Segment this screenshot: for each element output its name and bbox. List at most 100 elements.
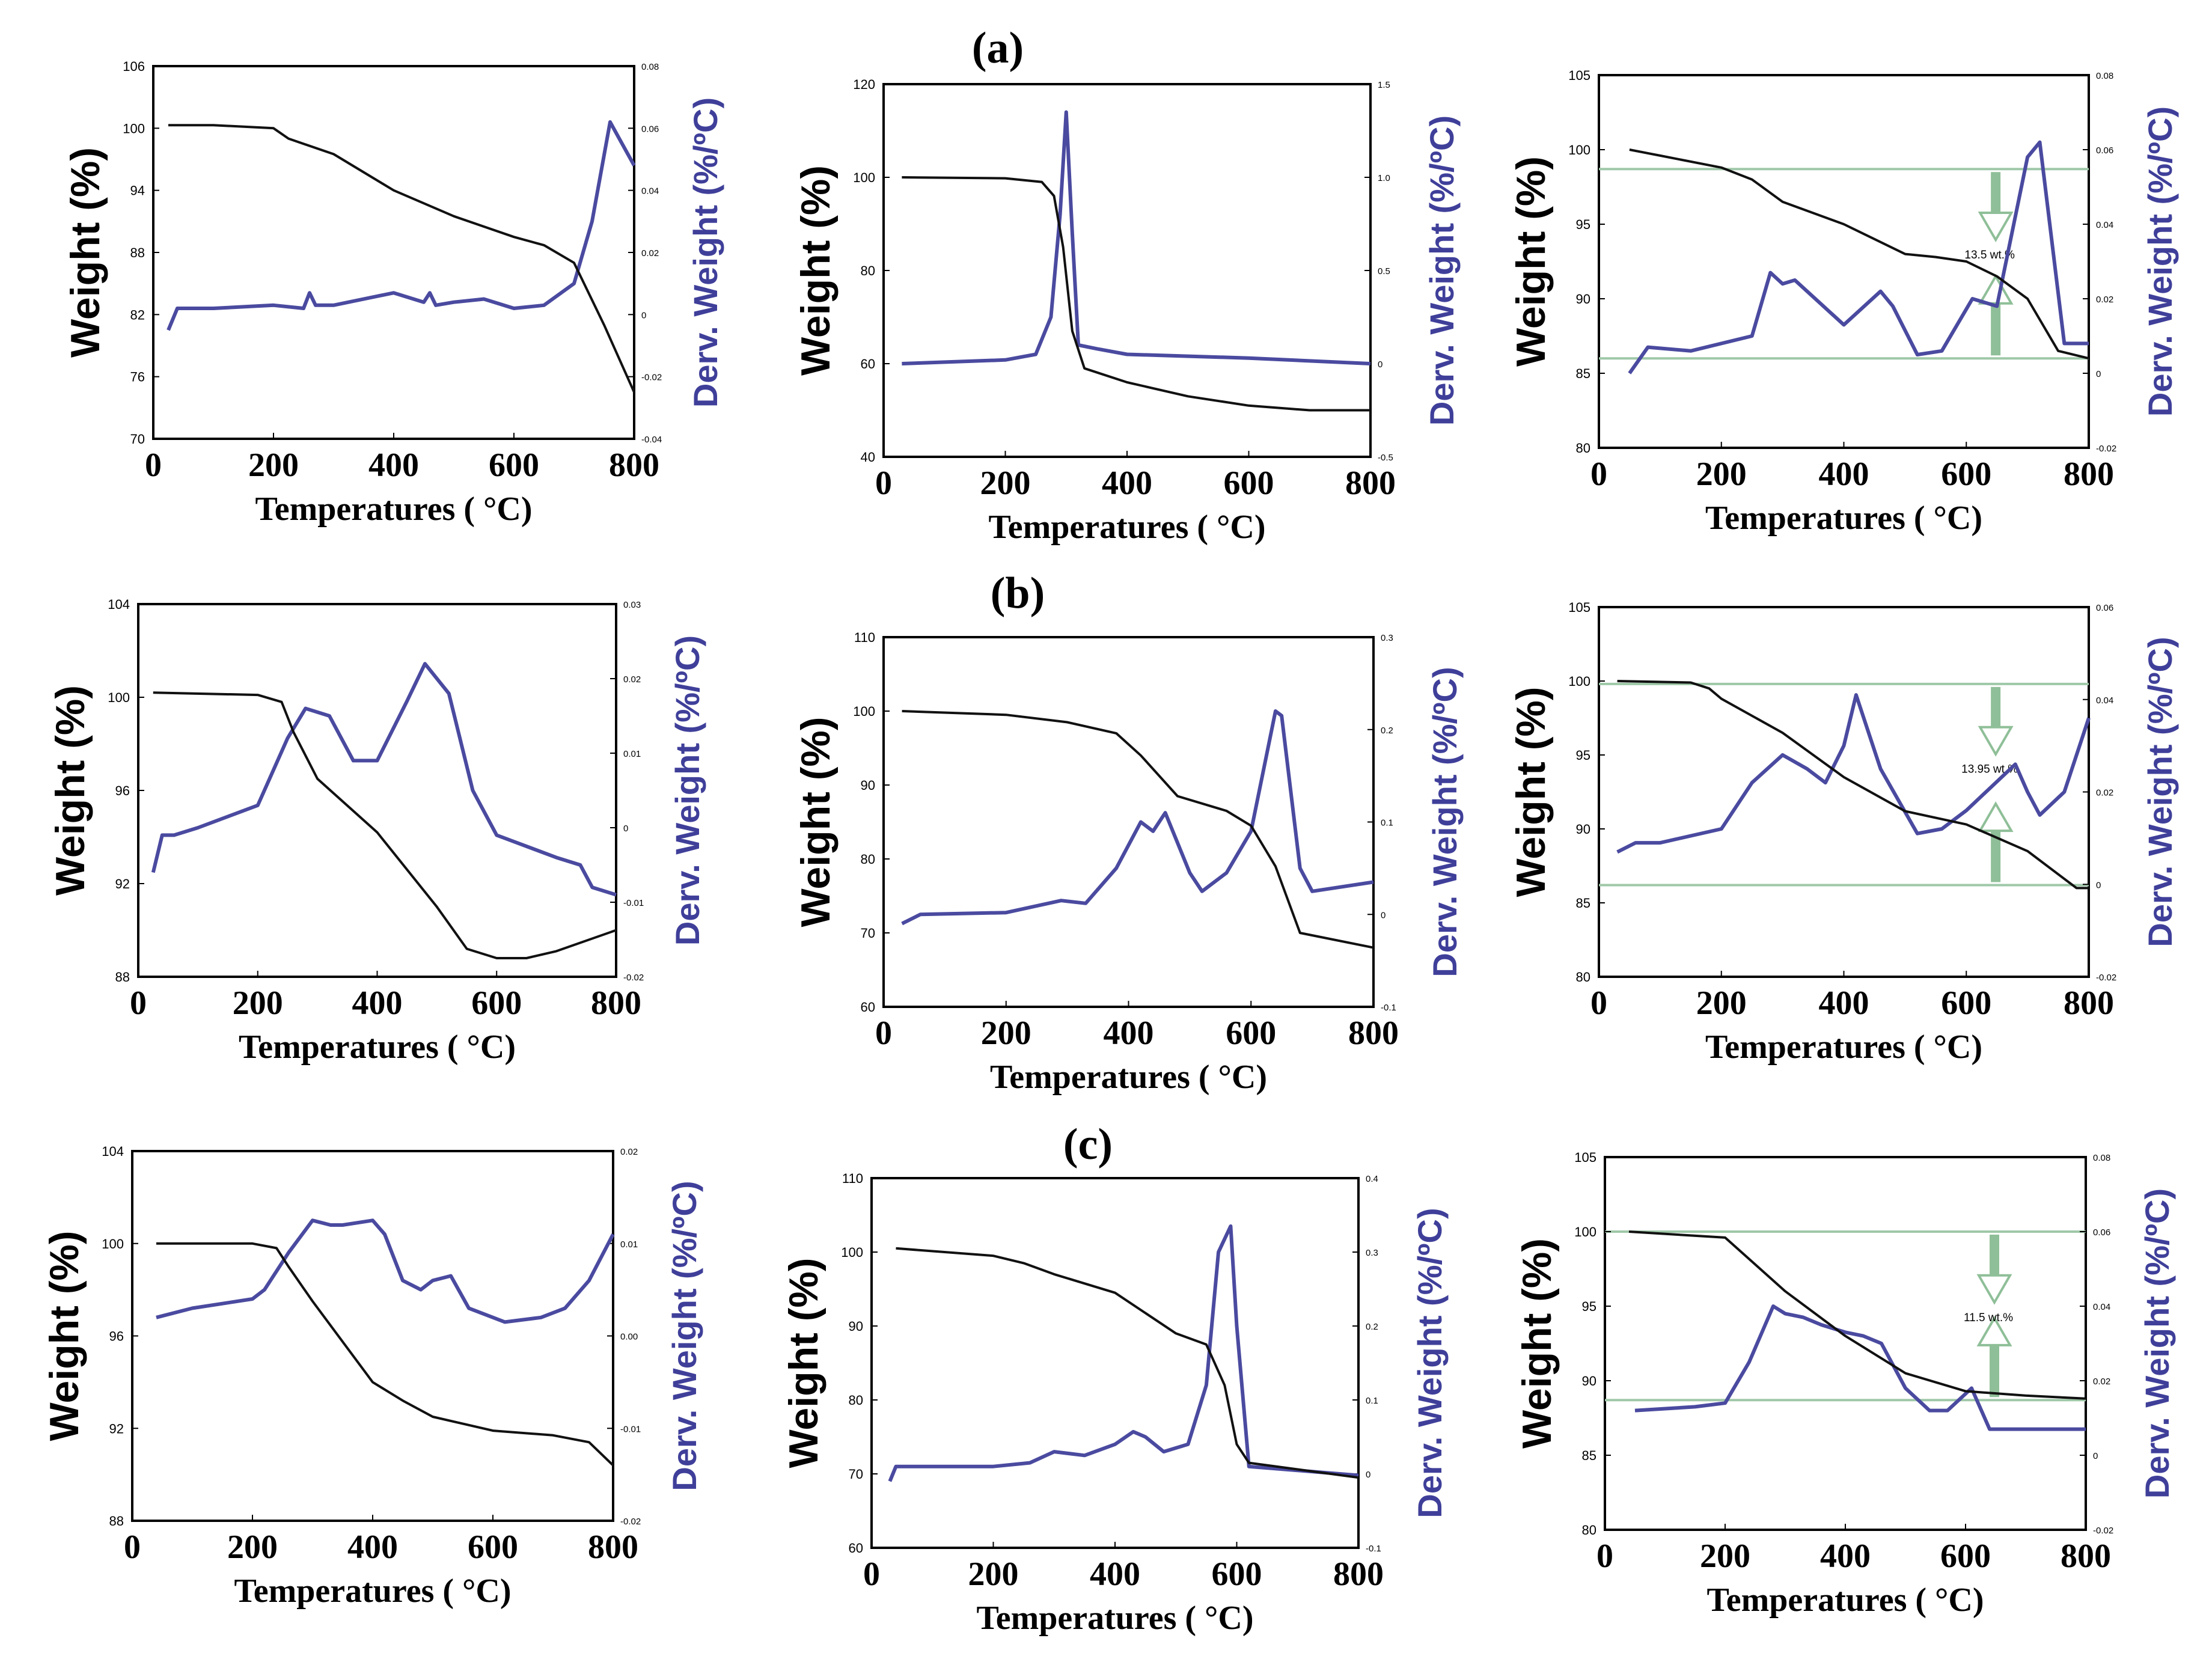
y2-tick-label: 0.08	[2093, 1153, 2110, 1163]
x-tick-label: 600	[1940, 1538, 1991, 1575]
y2-axis-label: Derv. Weight (%/ºC)	[2141, 106, 2179, 417]
y-tick-label: 100	[853, 170, 875, 185]
x-tick-label: 0	[1590, 456, 1607, 493]
chart-panel-c-right: 11.5 wt.% 80 85 90 95 100 105 -0.02 0 0.02 0.04 0.0…	[1514, 1150, 2176, 1619]
y2-tick-label: 0	[1378, 359, 1382, 370]
y-tick-label: 120	[853, 77, 875, 92]
y2-tick-label: 0.1	[1366, 1396, 1378, 1406]
x-tick-label: 400	[1104, 1015, 1154, 1052]
plot-frame	[882, 83, 1372, 458]
plot-frame	[1598, 74, 2090, 449]
y-tick-label: 80	[849, 1393, 863, 1408]
x-tick-label: 600	[1224, 465, 1274, 502]
arrow-up-head	[1978, 273, 2014, 305]
y-tick-label: 70	[861, 926, 875, 941]
y2-axis-label: Derv. Weight (%/ºC)	[668, 635, 706, 946]
x-axis-label: Temperatures ( °C)	[977, 1600, 1254, 1637]
x-tick-label: 800	[2064, 985, 2114, 1022]
y2-tick-label: 0	[641, 310, 646, 320]
y2-tick-label: 1.0	[1378, 173, 1390, 183]
y2-tick-label: 0.02	[623, 674, 641, 685]
x-axis-label: Temperatures ( °C)	[989, 509, 1266, 546]
y2-tick-label: 0.06	[2096, 603, 2113, 613]
x-tick-label: 800	[588, 1529, 638, 1566]
y2-tick-label: 0.3	[1381, 633, 1393, 643]
mass-loss-arrows	[1978, 172, 2014, 356]
y-tick-label: 80	[861, 852, 875, 867]
row-label-c: (c)	[1063, 1120, 1113, 1169]
y2-tick-label: 0.02	[620, 1147, 638, 1157]
derivative-weight-line	[1628, 140, 2089, 374]
weight-line	[153, 691, 617, 959]
derivative-weight-line	[1634, 1304, 2086, 1431]
x-tick-label: 800	[609, 447, 659, 484]
y-axis-label: Weight (%)	[1508, 156, 1554, 367]
y2-tick-label: 0.06	[2093, 1227, 2110, 1238]
y-tick-label: 96	[115, 783, 130, 798]
x-tick-label: 200	[968, 1556, 1019, 1593]
arrow-down-head	[1978, 726, 2014, 757]
y2-tick-label: -0.1	[1366, 1544, 1381, 1554]
x-tick-label: 400	[1090, 1556, 1140, 1593]
x-tick-label: 600	[1226, 1015, 1276, 1052]
y2-tick-label: 0	[1366, 1470, 1370, 1480]
plot-frame	[1604, 1156, 2087, 1531]
x-tick-label: 600	[471, 985, 522, 1022]
y-tick-label: 105	[1568, 68, 1590, 83]
y-axis-label: Weight (%)	[793, 717, 839, 927]
y2-tick-label: -0.02	[2096, 444, 2116, 454]
y-tick-label: 100	[1574, 1224, 1596, 1239]
weight-line	[1629, 148, 2089, 360]
x-axis-label: Temperatures ( °C)	[1707, 1581, 1984, 1619]
y2-tick-label: 0.4	[1366, 1174, 1378, 1184]
y-tick-label: 76	[130, 370, 145, 385]
x-tick-label: 800	[1333, 1556, 1384, 1593]
derivative-weight-line	[156, 1218, 615, 1324]
chart-panel-c-left: 88 92 96 100 104 -0.02 -0.01 0.00 0.01 0.02 0 200 40…	[41, 1144, 703, 1610]
x-tick-label: 800	[1345, 465, 1396, 502]
derivative-weight-line	[167, 120, 636, 331]
x-tick-label: 400	[1102, 465, 1152, 502]
x-tick-label: 200	[1696, 985, 1747, 1022]
y2-tick-label: 0.04	[2096, 220, 2113, 230]
y-tick-label: 92	[115, 876, 130, 891]
y-tick-label: 90	[1576, 292, 1590, 307]
y-tick-label: 100	[108, 690, 130, 705]
x-tick-label: 0	[130, 985, 147, 1022]
y2-tick-label: 0.01	[620, 1239, 638, 1250]
x-tick-label: 400	[352, 985, 403, 1022]
y-axis-label: Weight (%)	[63, 147, 108, 358]
arrow-down-head	[1976, 1274, 2012, 1305]
y2-tick-label: -0.01	[620, 1424, 641, 1434]
y2-tick-label: 0.5	[1378, 266, 1390, 277]
y-tick-label: 95	[1582, 1299, 1596, 1314]
y2-tick-label: -0.02	[2096, 973, 2116, 983]
y2-tick-label: 0.3	[1366, 1248, 1378, 1258]
x-tick-label: 800	[1348, 1015, 1399, 1052]
y-tick-label: 80	[1576, 441, 1590, 456]
weight-line	[168, 124, 635, 393]
row-label-a: (a)	[971, 23, 1024, 73]
weight-line	[1617, 680, 2089, 890]
chart-panel-a-left: 70 76 82 88 94 100 106 -0.04 -0.02 0 0.02 0.04 0.06 0…	[63, 59, 724, 528]
mass-loss-annotation: 13.95 wt.%	[1961, 763, 2018, 776]
y2-tick-label: 0.04	[2096, 695, 2113, 706]
plot-frame	[882, 636, 1375, 1008]
x-tick-label: 600	[1212, 1556, 1262, 1593]
y2-tick-label: 0.04	[2093, 1302, 2110, 1312]
y2-tick-label: 1.5	[1378, 80, 1390, 90]
y2-tick-label: -0.04	[641, 435, 662, 445]
y-tick-label: 110	[854, 630, 875, 645]
y2-tick-label: 0.2	[1381, 726, 1393, 736]
chart-panel-b-middle: 60 70 80 90 100 110 -0.1 0 0.1 0.2 0.3 0 200 400 600 80…	[793, 630, 1464, 1096]
mass-loss-arrows	[1976, 1235, 2012, 1398]
plot-frame	[131, 1150, 614, 1522]
y-tick-label: 85	[1576, 896, 1590, 911]
x-tick-label: 800	[2061, 1538, 2111, 1575]
x-tick-label: 200	[227, 1529, 278, 1566]
y2-tick-label: 0.08	[2096, 71, 2113, 81]
plot-frame	[1598, 606, 2090, 978]
x-tick-label: 400	[1819, 456, 1869, 493]
y-tick-label: 70	[849, 1467, 863, 1482]
